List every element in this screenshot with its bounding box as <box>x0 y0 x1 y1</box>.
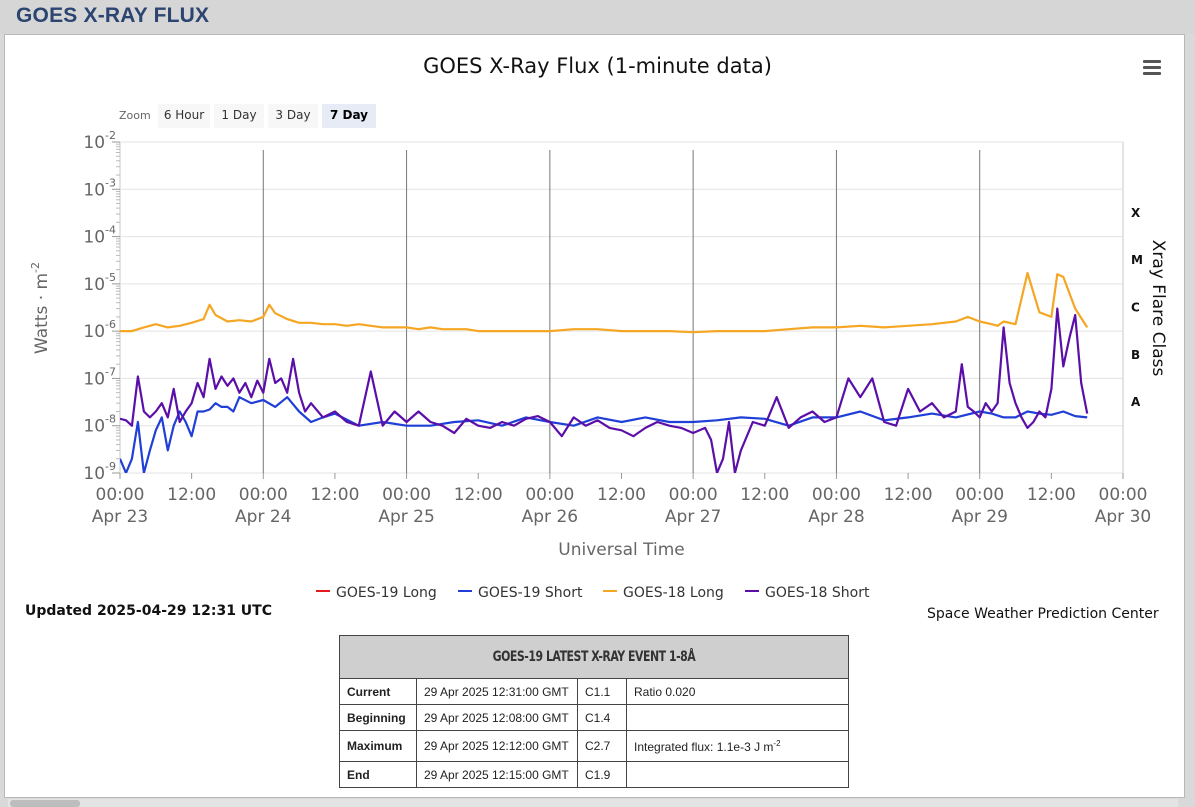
y-tick-label: 10-4 <box>83 224 116 248</box>
x-tick-date-label: Apr 28 <box>808 507 864 527</box>
zoom-1-day-button[interactable]: 1 Day <box>214 104 264 128</box>
x-tick-label: 00:00 <box>955 485 1004 505</box>
table-row: End 29 Apr 2025 12:15:00 GMT C1.9 <box>339 761 849 788</box>
x-tick-label: 12:00 <box>454 485 503 505</box>
x-tick-date-label: Apr 26 <box>522 507 578 527</box>
legend-label: GOES-18 Short <box>765 585 870 601</box>
table-row: Current 29 Apr 2025 12:31:00 GMT C1.1 Ra… <box>339 678 849 705</box>
flare-class-label: M <box>1131 253 1143 267</box>
x-tick-label: 00:00 <box>96 485 145 505</box>
flare-class-label: A <box>1131 395 1141 409</box>
y-tick-label: 10-8 <box>83 413 116 437</box>
legend-item[interactable]: GOES-18 Long <box>603 585 724 601</box>
event-row-note <box>626 761 849 788</box>
zoom-6-hour-button[interactable]: 6 Hour <box>158 104 210 128</box>
flare-class-label: C <box>1131 301 1140 315</box>
event-row-label: Maximum <box>339 730 417 762</box>
hamburger-menu-icon[interactable] <box>1143 60 1161 76</box>
event-row-time: 29 Apr 2025 12:12:00 GMT <box>416 730 578 762</box>
x-tick-date-label: Apr 23 <box>92 507 148 527</box>
flare-class-label: X <box>1131 206 1141 220</box>
y-tick-label: 10-9 <box>83 460 116 484</box>
horizontal-scrollbar[interactable] <box>8 799 1178 807</box>
legend-label: GOES-18 Long <box>623 585 724 601</box>
event-row-note <box>626 704 849 731</box>
event-row-class: C1.1 <box>577 678 627 705</box>
event-row-class: C1.9 <box>577 761 627 788</box>
x-tick-label: 00:00 <box>669 485 718 505</box>
event-row-class: C1.4 <box>577 704 627 731</box>
page-title: GOES X-RAY FLUX <box>16 4 210 27</box>
x-tick-label: 12:00 <box>1027 485 1076 505</box>
legend-label: GOES-19 Short <box>478 585 583 601</box>
x-tick-label: 00:00 <box>525 485 574 505</box>
event-row-label: Current <box>339 678 417 705</box>
event-row-class: C2.7 <box>577 730 627 762</box>
y-tick-label: 10-3 <box>83 176 116 200</box>
event-row-time: 29 Apr 2025 12:08:00 GMT <box>416 704 578 731</box>
credit-text: Space Weather Prediction Center <box>927 606 1159 622</box>
y-axis-title: Watts · m-2 <box>29 262 52 354</box>
x-tick-label: 00:00 <box>382 485 431 505</box>
event-row-label: End <box>339 761 417 788</box>
updated-timestamp: Updated 2025-04-29 12:31 UTC <box>25 603 272 619</box>
x-tick-label: 12:00 <box>597 485 646 505</box>
legend-label: GOES-19 Long <box>336 585 437 601</box>
x-tick-label: 12:00 <box>740 485 789 505</box>
y-tick-label: 10-7 <box>83 365 116 389</box>
event-row-note: Ratio 0.020 <box>626 678 849 705</box>
x-tick-date-label: Apr 30 <box>1095 507 1151 527</box>
series-line-goes-18-short <box>120 307 1089 473</box>
page-header: GOES X-RAY FLUX <box>0 0 1195 34</box>
event-row-time: 29 Apr 2025 12:15:00 GMT <box>416 761 578 788</box>
x-axis-title: Universal Time <box>558 540 684 560</box>
chart-title: GOES X-Ray Flux (1-minute data) <box>423 54 772 78</box>
scrollbar-thumb[interactable] <box>10 800 80 807</box>
legend-swatch <box>458 590 472 592</box>
zoom-label: Zoom <box>119 109 151 122</box>
zoom-7-day-button[interactable]: 7 Day <box>322 104 376 128</box>
legend-swatch <box>316 590 330 592</box>
table-row: Beginning 29 Apr 2025 12:08:00 GMT C1.4 <box>339 704 849 731</box>
xray-flux-chart: 10-210-310-410-510-610-710-810-900:00Apr… <box>29 129 1168 560</box>
legend-swatch <box>603 590 617 592</box>
legend-swatch <box>745 590 759 592</box>
flare-class-label: B <box>1131 348 1140 362</box>
event-table-title: GOES-19 LATEST X-RAY EVENT 1-8Å <box>339 635 849 679</box>
x-tick-label: 12:00 <box>310 485 359 505</box>
secondary-axis-title: Xray Flare Class <box>1148 240 1168 377</box>
event-row-time: 29 Apr 2025 12:31:00 GMT <box>416 678 578 705</box>
x-tick-date-label: Apr 29 <box>951 507 1007 527</box>
x-tick-date-label: Apr 27 <box>665 507 721 527</box>
legend-item[interactable]: GOES-19 Long <box>316 585 437 601</box>
x-tick-date-label: Apr 25 <box>378 507 434 527</box>
y-tick-label: 10-6 <box>83 318 116 342</box>
x-tick-label: 00:00 <box>239 485 288 505</box>
x-tick-label: 00:00 <box>812 485 861 505</box>
legend-item[interactable]: GOES-19 Short <box>458 585 583 601</box>
series-line-goes-19-short <box>120 396 1088 473</box>
x-tick-label: 12:00 <box>884 485 933 505</box>
table-row: Maximum 29 Apr 2025 12:12:00 GMT C2.7 In… <box>339 730 849 762</box>
legend-item[interactable]: GOES-18 Short <box>745 585 870 601</box>
event-row-label: Beginning <box>339 704 417 731</box>
y-tick-label: 10-5 <box>83 271 116 295</box>
event-table: GOES-19 LATEST X-RAY EVENT 1-8Å Current … <box>339 635 849 788</box>
event-row-note: Integrated flux: 1.1e-3 J m-2 <box>626 730 849 762</box>
series-line-goes-18-long <box>120 271 1089 334</box>
x-tick-label: 12:00 <box>167 485 216 505</box>
x-tick-date-label: Apr 24 <box>235 507 291 527</box>
zoom-3-day-button[interactable]: 3 Day <box>268 104 318 128</box>
x-tick-label: 00:00 <box>1099 485 1148 505</box>
y-tick-label: 10-2 <box>83 129 116 153</box>
